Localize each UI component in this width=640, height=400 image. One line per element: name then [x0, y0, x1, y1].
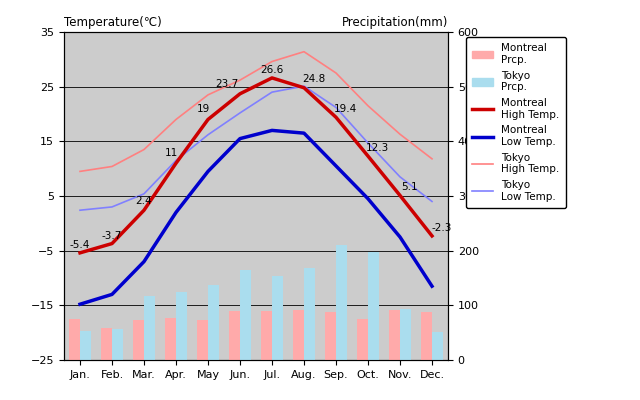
- Tokyo
Low Temp.: [300, 84, 308, 88]
- Tokyo
High Temp.: [428, 156, 436, 161]
- Text: 5.1: 5.1: [401, 182, 418, 192]
- Montreal
High Temp.: [364, 154, 372, 158]
- Montreal
Low Temp.: [428, 284, 436, 289]
- Montreal
High Temp.: [108, 241, 116, 246]
- Text: 11: 11: [164, 148, 178, 158]
- Bar: [336, 245, 347, 360]
- Tokyo
High Temp.: [204, 92, 212, 97]
- Text: -5.4: -5.4: [70, 240, 90, 250]
- Montreal
High Temp.: [428, 234, 436, 238]
- Bar: [304, 268, 315, 360]
- Montreal
High Temp.: [140, 208, 148, 213]
- Bar: [197, 320, 208, 360]
- Bar: [133, 320, 144, 360]
- Bar: [400, 310, 412, 360]
- Montreal
High Temp.: [76, 250, 84, 255]
- Bar: [357, 319, 368, 360]
- Montreal
Low Temp.: [172, 210, 180, 215]
- Tokyo
Low Temp.: [108, 204, 116, 209]
- Tokyo
High Temp.: [172, 117, 180, 122]
- Tokyo
Low Temp.: [172, 158, 180, 163]
- Tokyo
High Temp.: [76, 169, 84, 174]
- Tokyo
High Temp.: [108, 164, 116, 169]
- Bar: [144, 296, 155, 360]
- Text: 2.4: 2.4: [136, 196, 152, 206]
- Bar: [432, 332, 443, 360]
- Line: Montreal
Low Temp.: Montreal Low Temp.: [80, 130, 432, 304]
- Bar: [368, 252, 379, 360]
- Tokyo
Low Temp.: [364, 140, 372, 145]
- Montreal
Low Temp.: [140, 259, 148, 264]
- Text: 19: 19: [196, 104, 210, 114]
- Bar: [208, 285, 219, 360]
- Bar: [272, 276, 283, 360]
- Bar: [421, 312, 432, 360]
- Text: 26.6: 26.6: [260, 65, 284, 75]
- Bar: [325, 312, 336, 360]
- Montreal
Low Temp.: [300, 131, 308, 136]
- Text: 23.7: 23.7: [216, 79, 239, 89]
- Montreal
Low Temp.: [76, 302, 84, 307]
- Text: Temperature(℃): Temperature(℃): [64, 16, 162, 29]
- Line: Montreal
High Temp.: Montreal High Temp.: [80, 78, 432, 253]
- Montreal
Low Temp.: [364, 196, 372, 201]
- Bar: [229, 311, 240, 360]
- Bar: [80, 332, 92, 360]
- Tokyo
High Temp.: [140, 147, 148, 152]
- Tokyo
Low Temp.: [76, 208, 84, 213]
- Tokyo
High Temp.: [268, 59, 276, 64]
- Tokyo
Low Temp.: [396, 174, 404, 179]
- Tokyo
High Temp.: [332, 70, 340, 75]
- Text: 12.3: 12.3: [366, 143, 389, 153]
- Bar: [176, 292, 187, 360]
- Text: -2.3: -2.3: [431, 223, 452, 233]
- Tokyo
Low Temp.: [236, 110, 244, 115]
- Montreal
Low Temp.: [396, 234, 404, 239]
- Tokyo
Low Temp.: [428, 199, 436, 204]
- Bar: [293, 310, 304, 360]
- Montreal
High Temp.: [204, 117, 212, 122]
- Bar: [240, 270, 251, 360]
- Tokyo
Low Temp.: [140, 192, 148, 196]
- Bar: [261, 311, 272, 360]
- Montreal
Low Temp.: [236, 136, 244, 141]
- Bar: [165, 318, 176, 360]
- Tokyo
Low Temp.: [332, 105, 340, 110]
- Montreal
High Temp.: [332, 115, 340, 120]
- Text: 19.4: 19.4: [334, 104, 357, 114]
- Montreal
High Temp.: [172, 161, 180, 166]
- Montreal
High Temp.: [268, 76, 276, 80]
- Montreal
Low Temp.: [204, 169, 212, 174]
- Montreal
High Temp.: [236, 91, 244, 96]
- Tokyo
High Temp.: [300, 49, 308, 54]
- Montreal
High Temp.: [300, 85, 308, 90]
- Line: Tokyo
High Temp.: Tokyo High Temp.: [80, 52, 432, 171]
- Bar: [69, 320, 80, 360]
- Tokyo
High Temp.: [396, 132, 404, 137]
- Bar: [388, 310, 400, 360]
- Line: Tokyo
Low Temp.: Tokyo Low Temp.: [80, 86, 432, 210]
- Tokyo
Low Temp.: [268, 90, 276, 94]
- Bar: [112, 329, 123, 360]
- Text: Precipitation(mm): Precipitation(mm): [342, 16, 448, 29]
- Tokyo
Low Temp.: [204, 132, 212, 137]
- Montreal
Low Temp.: [268, 128, 276, 133]
- Legend: Montreal
Prcp., Tokyo
Prcp., Montreal
High Temp., Montreal
Low Temp., Tokyo
High: Montreal Prcp., Tokyo Prcp., Montreal Hi…: [466, 37, 566, 208]
- Tokyo
High Temp.: [236, 78, 244, 82]
- Montreal
Low Temp.: [108, 292, 116, 297]
- Montreal
Low Temp.: [332, 164, 340, 168]
- Text: 24.8: 24.8: [302, 74, 325, 84]
- Text: -3.7: -3.7: [102, 231, 122, 241]
- Tokyo
High Temp.: [364, 103, 372, 108]
- Montreal
High Temp.: [396, 193, 404, 198]
- Bar: [101, 328, 112, 360]
